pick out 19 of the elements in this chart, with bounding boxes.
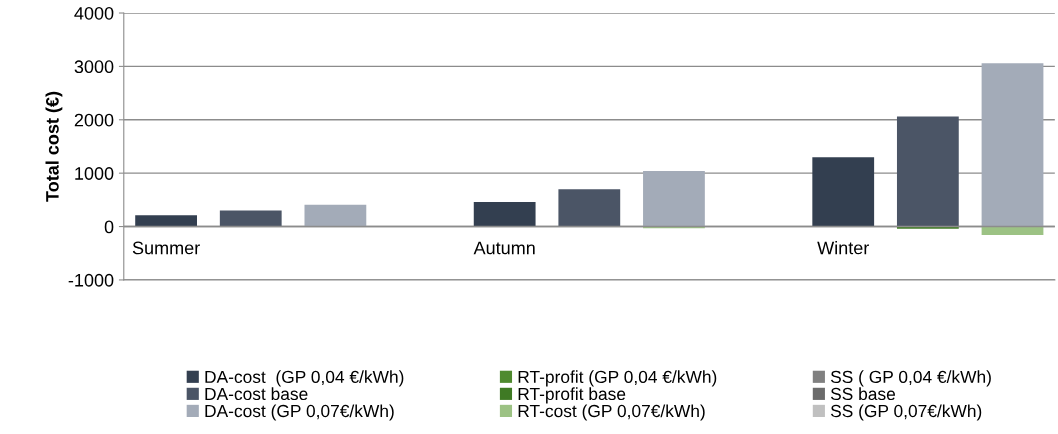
y-tick-label: 2000	[74, 113, 114, 127]
y-tick-label: 1000	[75, 167, 114, 180]
legend-label: SS (GP 0,07€/kWh)	[830, 404, 982, 421]
y-axis-title: Total cost (€)	[45, 91, 63, 202]
legend-label: DA-cost base	[205, 387, 308, 401]
legend-label: DA-cost (GP 0,07€/kWh)	[205, 404, 394, 421]
legend-label: RT-profit base	[518, 387, 626, 404]
y-tick-label: -1000	[68, 273, 114, 287]
x-tick-label: Summer	[132, 241, 200, 255]
legend-label: SS base	[830, 387, 896, 401]
legend-label: DA-cost (GP 0,04 €/kWh)	[205, 370, 404, 387]
legend-label: SS ( GP 0,04 €/kWh)	[830, 370, 991, 387]
legend-label: RT-cost (GP 0,07€/kWh)	[518, 404, 705, 421]
y-tick-label: 3000	[74, 60, 114, 74]
y-tick-label: 0	[104, 220, 114, 234]
x-tick-label: Autumn	[473, 241, 535, 255]
x-tick-label: Winter	[817, 241, 870, 255]
y-tick-label: 4000	[74, 6, 114, 20]
legend-label: RT-profit (GP 0,04 €/kWh)	[518, 370, 717, 387]
